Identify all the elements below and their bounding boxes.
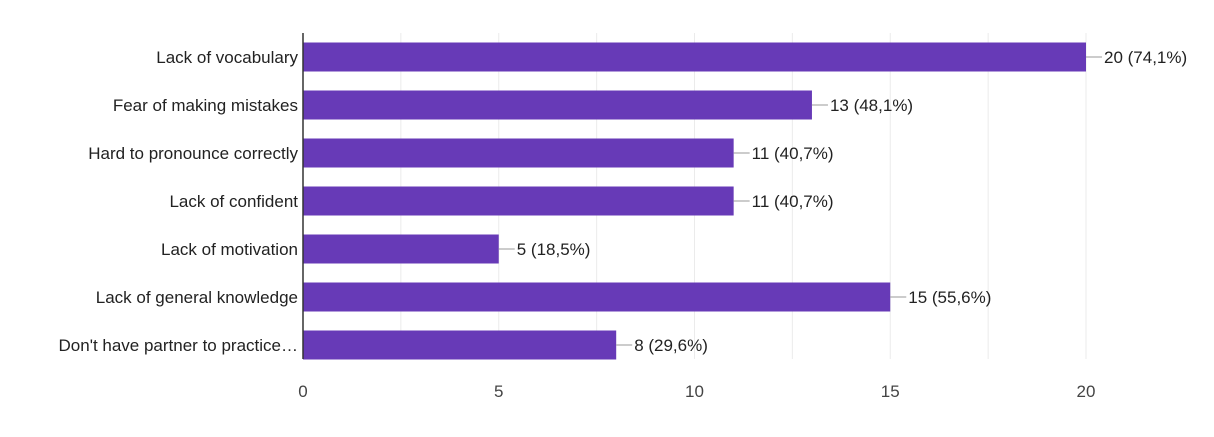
data-label: 8 (29,6%) xyxy=(634,336,708,355)
category-label: Lack of vocabulary xyxy=(156,48,298,67)
x-tick-label: 15 xyxy=(881,382,900,401)
data-labels: 20 (74,1%) 13 (48,1%) 11 (40,7%) 11 (40,7%)… xyxy=(498,48,1187,355)
bar xyxy=(303,282,891,312)
bar xyxy=(303,138,734,168)
x-tick-label: 20 xyxy=(1077,382,1096,401)
data-label: 5 (18,5%) xyxy=(517,240,591,259)
bar xyxy=(303,234,499,264)
category-label: Hard to pronounce correctly xyxy=(88,144,298,163)
category-label: Lack of confident xyxy=(169,192,298,211)
x-tick-label: 5 xyxy=(494,382,503,401)
data-label: 13 (48,1%) xyxy=(830,96,913,115)
category-label: Lack of motivation xyxy=(161,240,298,259)
bars xyxy=(303,42,1086,360)
data-label: 15 (55,6%) xyxy=(908,288,991,307)
category-labels: Lack of vocabulary Fear of making mistake… xyxy=(59,48,299,355)
data-label: 20 (74,1%) xyxy=(1104,48,1187,67)
bar xyxy=(303,90,812,120)
bar xyxy=(303,330,617,360)
category-label: Fear of making mistakes xyxy=(113,96,298,115)
x-axis-ticks: 0 5 10 15 20 xyxy=(298,382,1095,401)
x-tick-label: 0 xyxy=(298,382,307,401)
data-label: 11 (40,7%) xyxy=(752,144,834,163)
category-label: Lack of general knowledge xyxy=(96,288,298,307)
category-label: Don't have partner to practice… xyxy=(59,336,298,355)
data-label: 11 (40,7%) xyxy=(752,192,834,211)
bar xyxy=(303,186,734,216)
bar xyxy=(303,42,1086,72)
x-tick-label: 10 xyxy=(685,382,704,401)
